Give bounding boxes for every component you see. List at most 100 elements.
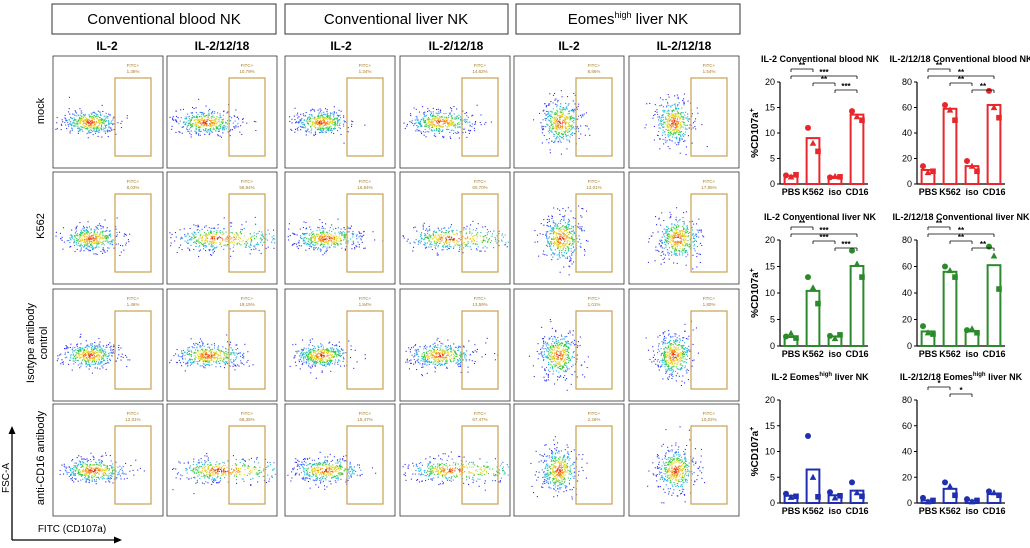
event-dot xyxy=(85,229,87,231)
event-dot xyxy=(226,244,228,246)
event-dot xyxy=(321,232,323,234)
event-dot xyxy=(89,249,91,251)
event-dot xyxy=(539,233,541,235)
event-dot xyxy=(675,113,677,115)
event-dot xyxy=(331,230,333,232)
event-dot xyxy=(295,128,297,130)
event-dot xyxy=(672,125,674,127)
event-dot xyxy=(447,123,449,125)
event-dot xyxy=(204,231,206,233)
event-dot xyxy=(413,123,415,125)
event-dot xyxy=(570,257,572,259)
event-dot xyxy=(250,244,252,246)
event-dot xyxy=(673,228,675,230)
flow-panel: FITC+1,36% xyxy=(52,55,164,169)
event-dot xyxy=(679,236,681,238)
event-dot xyxy=(666,229,668,231)
event-dot xyxy=(189,123,191,125)
event-dot xyxy=(563,219,565,221)
event-dot xyxy=(219,243,221,245)
event-dot xyxy=(558,238,560,240)
event-dot xyxy=(661,236,663,238)
event-dot xyxy=(654,110,656,112)
event-dot xyxy=(446,243,448,245)
event-dot xyxy=(471,241,473,243)
gate-name-label: FITC+ xyxy=(474,179,487,184)
flow-panel-frame xyxy=(166,55,278,169)
event-dot xyxy=(100,238,102,240)
event-dot xyxy=(572,238,574,240)
event-dot xyxy=(563,266,565,268)
event-dot xyxy=(322,115,324,117)
event-dot xyxy=(87,237,89,239)
event-dot xyxy=(322,130,324,132)
event-dot xyxy=(569,119,571,121)
event-dot xyxy=(79,222,81,224)
event-dot xyxy=(322,239,324,241)
event-dot xyxy=(320,242,322,244)
event-dot xyxy=(218,129,220,131)
event-dot xyxy=(203,248,205,250)
event-dot xyxy=(353,243,355,245)
event-dot xyxy=(552,237,554,239)
event-dot xyxy=(687,119,689,121)
event-dot xyxy=(658,131,660,133)
event-dot xyxy=(196,116,198,118)
event-dot xyxy=(452,230,454,232)
event-dot xyxy=(659,127,661,129)
event-dot xyxy=(90,235,92,237)
event-dot xyxy=(665,129,667,131)
event-dot xyxy=(577,115,579,117)
event-dot xyxy=(671,124,673,126)
event-dot xyxy=(178,247,180,249)
event-dot xyxy=(686,225,688,227)
event-dot xyxy=(692,223,694,225)
event-dot xyxy=(670,106,672,108)
event-dot xyxy=(557,240,559,242)
event-dot xyxy=(322,240,324,242)
event-dot xyxy=(298,121,300,123)
event-dot xyxy=(451,108,453,110)
event-dot xyxy=(188,130,190,132)
event-dot xyxy=(328,236,330,238)
event-dot xyxy=(453,239,455,241)
event-dot xyxy=(81,129,83,131)
event-dot xyxy=(68,108,70,110)
event-dot xyxy=(574,94,576,96)
event-dot xyxy=(574,109,576,111)
event-dot xyxy=(571,238,573,240)
event-dot xyxy=(311,242,313,244)
event-dot xyxy=(568,220,570,222)
event-dot xyxy=(446,122,448,124)
event-dot xyxy=(93,239,95,241)
event-dot xyxy=(666,124,668,126)
event-dot xyxy=(313,249,315,251)
event-dot xyxy=(456,229,458,231)
event-dot xyxy=(241,229,243,231)
event-dot xyxy=(79,245,81,247)
event-dot xyxy=(175,120,177,122)
event-dot xyxy=(436,122,438,124)
event-dot xyxy=(77,123,79,125)
event-dot xyxy=(85,128,87,130)
event-dot xyxy=(669,237,671,239)
event-dot xyxy=(254,244,256,246)
event-dot xyxy=(234,233,236,235)
event-dot xyxy=(186,126,188,128)
event-dot xyxy=(668,123,670,125)
event-dot xyxy=(75,242,77,244)
event-dot xyxy=(446,120,448,122)
event-dot xyxy=(671,254,673,256)
event-dot xyxy=(242,118,244,120)
event-dot xyxy=(75,228,77,230)
event-dot xyxy=(108,130,110,132)
event-dot xyxy=(552,232,554,234)
event-dot xyxy=(538,255,540,257)
event-dot xyxy=(677,112,679,114)
event-dot xyxy=(195,131,197,133)
event-dot xyxy=(314,247,316,249)
event-dot xyxy=(87,242,89,244)
event-dot xyxy=(212,240,214,242)
event-dot xyxy=(552,222,554,224)
event-dot xyxy=(534,230,536,232)
